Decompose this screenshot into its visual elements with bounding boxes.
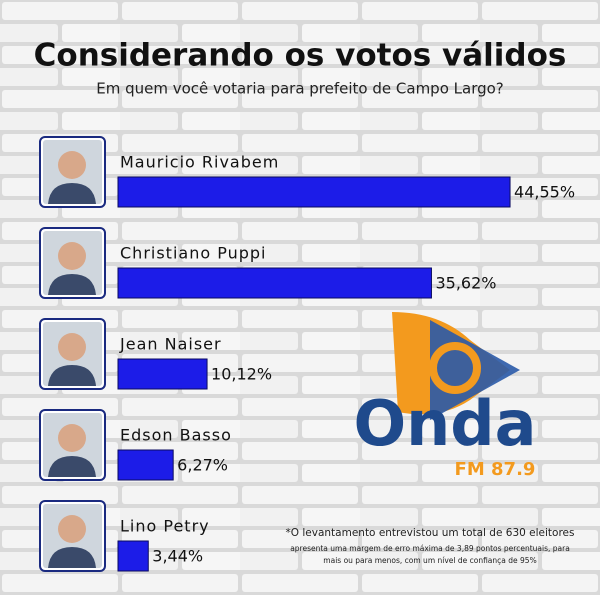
photo-body bbox=[48, 547, 96, 568]
photo-body bbox=[48, 274, 96, 295]
photo-body bbox=[48, 365, 96, 386]
bar bbox=[117, 449, 174, 481]
candidate-name: Christiano Puppi bbox=[120, 244, 266, 263]
photo-head bbox=[58, 515, 86, 543]
candidate-name: Jean Naiser bbox=[119, 335, 222, 354]
photo-head bbox=[58, 424, 86, 452]
logo-station: FM 87.9 bbox=[455, 459, 536, 480]
chart-title: Considerando os votos válidos bbox=[34, 38, 567, 74]
logo: Onda FM 87.9 bbox=[353, 312, 537, 480]
logo-ring bbox=[429, 342, 481, 394]
footnote: apresenta uma margem de erro máxima de 3… bbox=[290, 544, 570, 553]
candidate-name: Lino Petry bbox=[120, 517, 210, 536]
footnote: mais ou para menos, com um nível de conf… bbox=[323, 556, 536, 565]
photo-body bbox=[48, 183, 96, 204]
photo-head bbox=[58, 333, 86, 361]
logo-text: Onda bbox=[353, 387, 536, 460]
footnote: *O levantamento entrevistou um total de … bbox=[286, 527, 575, 539]
photo-head bbox=[58, 242, 86, 270]
candidate-name: Mauricio Rivabem bbox=[120, 153, 279, 172]
bar bbox=[117, 358, 208, 390]
value-label: 6,27% bbox=[177, 456, 228, 475]
bar bbox=[117, 267, 432, 299]
value-label: 35,62% bbox=[435, 274, 496, 293]
value-label: 44,55% bbox=[514, 183, 575, 202]
chart-subtitle: Em quem você votaria para prefeito de Ca… bbox=[96, 80, 504, 98]
bar bbox=[117, 540, 149, 572]
candidate-name: Edson Basso bbox=[120, 426, 232, 445]
value-label: 3,44% bbox=[152, 547, 203, 566]
photo-body bbox=[48, 456, 96, 477]
photo-head bbox=[58, 151, 86, 179]
bar bbox=[117, 176, 511, 208]
value-label: 10,12% bbox=[211, 365, 272, 384]
